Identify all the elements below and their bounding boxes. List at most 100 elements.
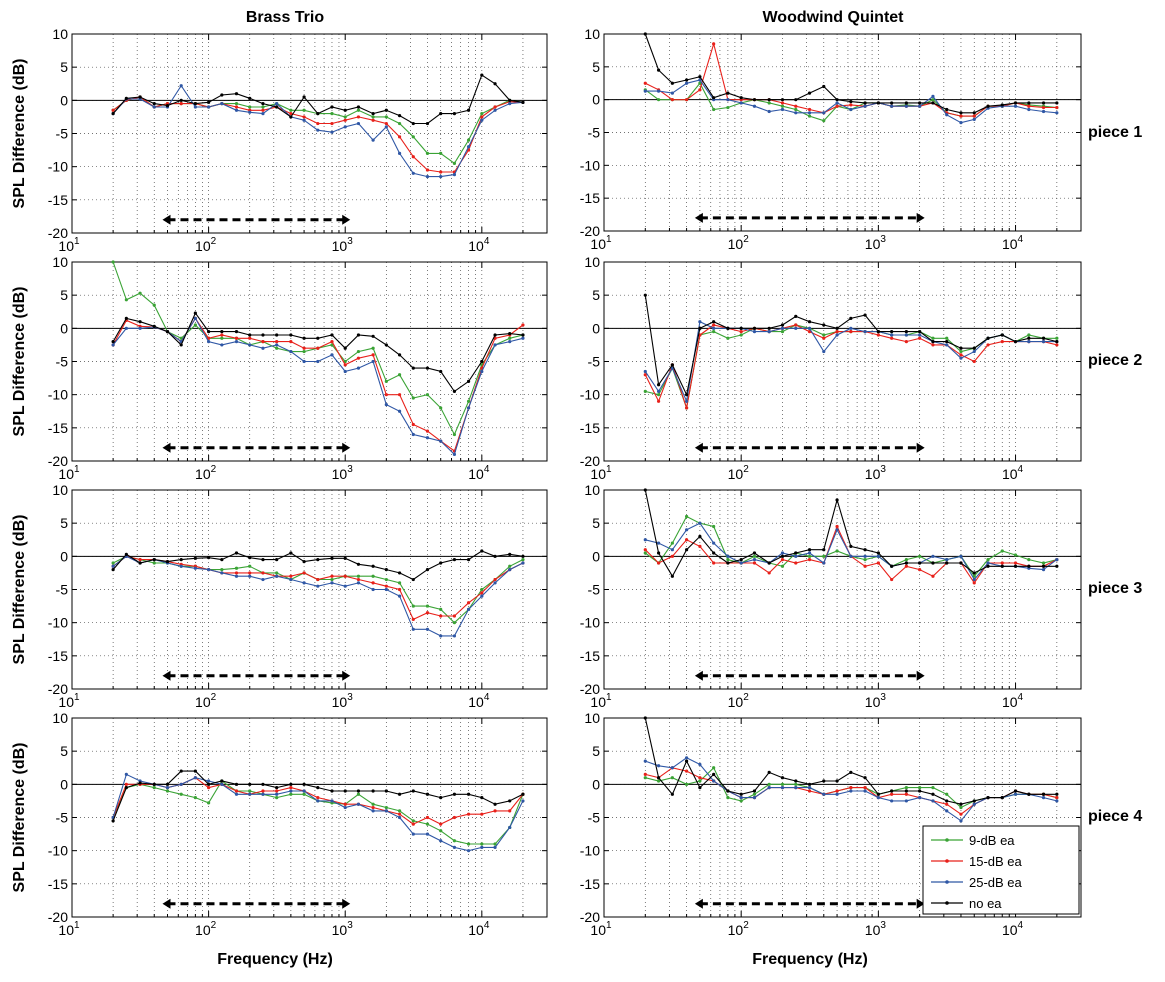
x-tick-exponent: 4 — [1018, 234, 1024, 245]
y-tick-label: -10 — [580, 157, 600, 173]
y-tick-label: 0 — [592, 776, 600, 792]
data-point — [508, 340, 512, 344]
data-point — [384, 584, 388, 588]
data-point — [849, 786, 853, 790]
data-point — [425, 832, 430, 836]
data-point — [863, 776, 867, 780]
data-point — [138, 781, 142, 785]
data-point — [959, 561, 963, 565]
data-point — [972, 114, 976, 118]
data-point — [152, 782, 156, 786]
data-point — [931, 98, 935, 102]
data-point — [890, 564, 894, 568]
data-point — [411, 789, 415, 793]
data-point — [111, 340, 115, 344]
data-point — [752, 789, 757, 793]
x-tick-exponent: 3 — [347, 920, 353, 931]
data-point — [316, 558, 320, 562]
data-point — [521, 561, 525, 565]
data-point — [767, 326, 771, 330]
data-point — [904, 564, 908, 568]
range-arrow-right-head — [342, 670, 351, 681]
data-point — [207, 340, 211, 344]
x-tick-exponent: 3 — [880, 464, 886, 475]
data-point — [712, 320, 716, 324]
data-point — [439, 561, 443, 565]
data-point — [493, 577, 497, 582]
data-point — [1000, 549, 1004, 553]
data-point — [1027, 340, 1031, 344]
data-point — [684, 769, 689, 773]
data-point — [726, 336, 730, 340]
data-point — [330, 581, 334, 585]
data-point — [712, 524, 716, 529]
data-point — [863, 104, 867, 108]
x-tick-exponent: 3 — [347, 236, 353, 247]
data-point — [220, 333, 224, 337]
data-point — [343, 115, 347, 119]
series-no-ea — [111, 311, 525, 393]
data-point — [904, 333, 908, 337]
range-arrow-right-head — [342, 214, 351, 225]
data-point — [371, 805, 375, 810]
data-point — [712, 766, 716, 770]
data-point — [397, 121, 402, 126]
data-point — [643, 89, 647, 93]
data-point — [508, 336, 512, 340]
data-point — [193, 769, 197, 773]
data-point — [918, 101, 922, 105]
y-tick-label: 10 — [52, 710, 68, 726]
data-point — [918, 561, 922, 565]
data-point — [439, 829, 443, 833]
data-point — [945, 343, 949, 347]
plot-area — [604, 262, 1081, 461]
data-point — [876, 330, 880, 334]
range-arrow-left-head — [694, 670, 703, 681]
data-point — [945, 809, 949, 813]
data-point — [480, 118, 484, 122]
data-point — [234, 105, 239, 109]
data-point — [807, 786, 812, 790]
data-point — [822, 561, 826, 565]
data-point — [822, 119, 826, 123]
range-arrow-left-head — [162, 214, 171, 225]
data-point — [411, 422, 415, 427]
data-point — [138, 558, 142, 562]
data-point — [493, 842, 497, 846]
data-point — [179, 558, 183, 562]
data-point — [397, 571, 402, 575]
data-point — [124, 782, 128, 786]
y-tick-label: -20 — [580, 681, 600, 697]
legend-entry-label: 9-dB ea — [969, 833, 1015, 848]
data-point — [289, 349, 293, 354]
data-point — [656, 541, 661, 545]
data-point — [780, 786, 785, 790]
data-point — [248, 556, 252, 560]
data-point — [275, 786, 279, 790]
data-point — [508, 799, 512, 803]
data-point — [425, 627, 430, 631]
data-point — [452, 839, 457, 843]
y-tick-label: -15 — [580, 420, 600, 436]
data-point — [356, 581, 361, 585]
data-point — [165, 782, 170, 786]
range-arrow-left-head — [694, 442, 703, 453]
data-point — [959, 812, 963, 816]
data-point — [1055, 792, 1059, 796]
data-point — [289, 792, 293, 796]
data-point — [261, 792, 265, 796]
data-point — [452, 634, 457, 638]
series-no-ea — [111, 73, 525, 126]
data-point — [289, 340, 293, 344]
data-point — [656, 89, 661, 93]
data-point — [384, 343, 388, 347]
data-point — [343, 359, 347, 364]
data-point — [904, 101, 908, 105]
data-point — [918, 796, 922, 800]
data-point — [986, 558, 990, 562]
data-point — [452, 614, 457, 618]
data-point — [179, 792, 183, 796]
data-point — [397, 151, 402, 155]
